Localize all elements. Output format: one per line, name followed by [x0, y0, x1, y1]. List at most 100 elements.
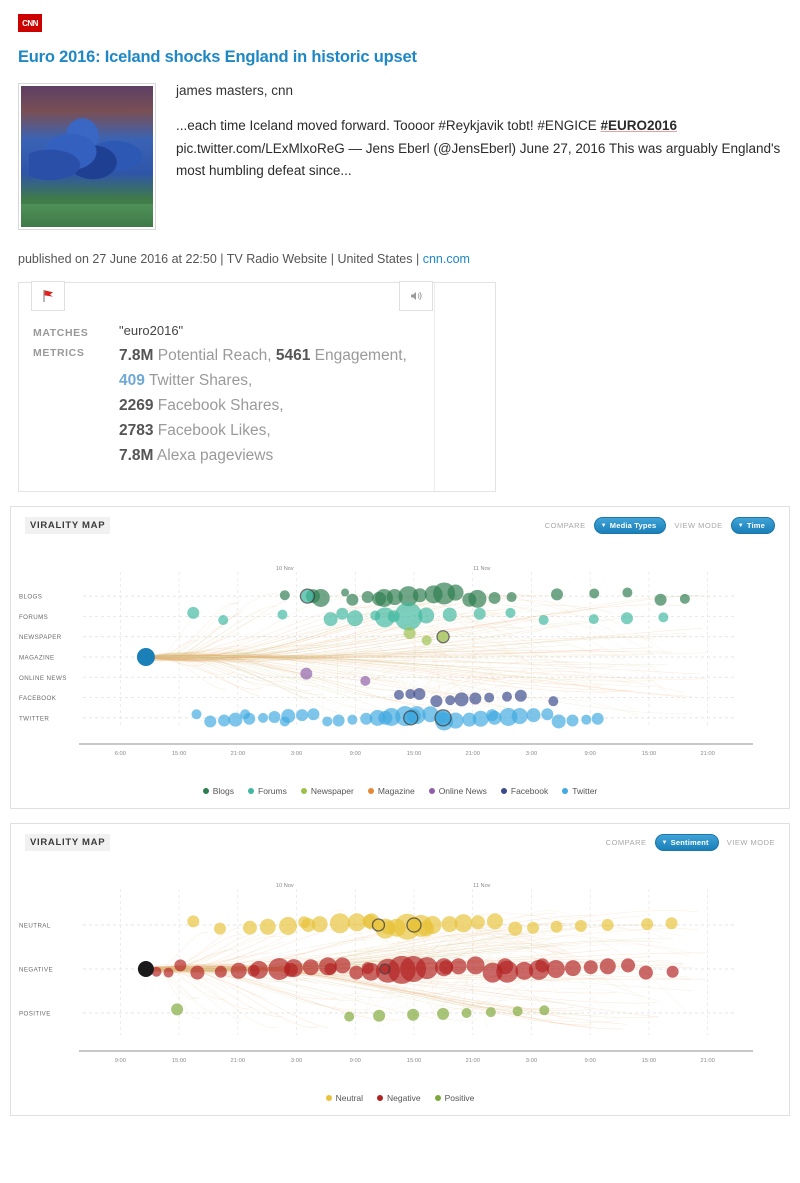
data-point[interactable]	[526, 708, 541, 723]
data-point[interactable]	[506, 592, 517, 603]
data-point[interactable]	[484, 692, 495, 703]
legend-item[interactable]: Positive	[434, 1093, 474, 1103]
data-point[interactable]	[658, 612, 669, 623]
data-point[interactable]	[405, 688, 416, 699]
data-point[interactable]	[588, 614, 599, 625]
virality-plot-sentiment[interactable]: NEUTRAL NEGATIVE POSITIVE 10 Nov 11 Nov 9:00 1…	[11, 857, 789, 1087]
data-point[interactable]	[485, 1007, 496, 1018]
data-point[interactable]	[468, 589, 487, 608]
data-point[interactable]	[190, 965, 205, 980]
data-point-selected[interactable]	[406, 917, 422, 933]
data-point[interactable]	[336, 607, 349, 620]
data-point[interactable]	[450, 958, 467, 975]
compare-dropdown-sentiment[interactable]: ▼ Sentiment	[654, 834, 719, 851]
data-point[interactable]	[311, 916, 328, 933]
data-point[interactable]	[393, 689, 404, 700]
data-point[interactable]	[599, 958, 616, 975]
page-title[interactable]: Euro 2016: Iceland shocks England in his…	[18, 48, 417, 66]
data-point[interactable]	[473, 607, 486, 620]
data-point[interactable]	[277, 609, 288, 620]
data-point[interactable]	[151, 966, 162, 977]
data-point[interactable]	[535, 958, 550, 973]
data-point[interactable]	[174, 959, 187, 972]
data-point[interactable]	[418, 920, 435, 937]
legend-item[interactable]: Twitter	[562, 786, 597, 796]
data-point[interactable]	[601, 919, 614, 931]
data-point[interactable]	[514, 689, 527, 702]
data-point[interactable]	[551, 588, 563, 601]
data-point[interactable]	[360, 712, 373, 725]
data-point[interactable]	[344, 1011, 355, 1022]
flag-button[interactable]	[31, 281, 65, 311]
data-point-selected[interactable]	[371, 918, 386, 932]
data-point[interactable]	[551, 714, 566, 729]
data-point[interactable]	[341, 588, 350, 597]
data-point[interactable]	[259, 918, 276, 935]
data-point[interactable]	[581, 714, 592, 725]
data-point[interactable]	[213, 922, 226, 935]
data-point[interactable]	[240, 709, 251, 720]
data-point[interactable]	[329, 913, 350, 934]
data-point[interactable]	[361, 591, 374, 604]
data-point[interactable]	[550, 920, 563, 933]
data-point[interactable]	[415, 957, 438, 980]
data-point[interactable]	[214, 965, 227, 978]
data-point-selected[interactable]	[403, 710, 419, 726]
data-point[interactable]	[466, 956, 485, 975]
data-point[interactable]	[268, 958, 291, 980]
data-point[interactable]	[370, 610, 381, 621]
data-point[interactable]	[298, 916, 311, 929]
data-point[interactable]	[622, 587, 633, 598]
data-point[interactable]	[413, 687, 426, 700]
data-point[interactable]	[228, 712, 243, 727]
data-point[interactable]	[502, 691, 513, 702]
data-point[interactable]	[347, 913, 366, 932]
data-point[interactable]	[421, 635, 432, 646]
data-point-selected[interactable]	[299, 588, 316, 604]
data-point[interactable]	[279, 916, 298, 935]
data-point[interactable]	[187, 606, 200, 619]
data-point[interactable]	[347, 714, 358, 725]
data-point[interactable]	[462, 712, 477, 727]
data-point[interactable]	[242, 920, 257, 935]
data-point[interactable]	[346, 610, 363, 627]
data-point[interactable]	[258, 712, 269, 723]
data-point[interactable]	[283, 962, 298, 977]
data-point[interactable]	[512, 1006, 523, 1017]
data-point[interactable]	[296, 709, 309, 722]
data-point[interactable]	[322, 716, 333, 727]
data-point[interactable]	[497, 958, 514, 975]
data-point[interactable]	[638, 965, 653, 980]
legend-item[interactable]: Magazine	[367, 786, 415, 796]
data-point[interactable]	[621, 958, 636, 973]
data-point[interactable]	[505, 607, 516, 618]
data-point[interactable]	[361, 962, 374, 975]
data-point[interactable]	[307, 708, 320, 721]
data-point[interactable]	[445, 695, 456, 706]
legend-item[interactable]: Facebook	[500, 786, 548, 796]
data-point[interactable]	[378, 710, 393, 725]
data-point[interactable]	[268, 710, 281, 723]
data-point[interactable]	[620, 612, 633, 625]
data-point[interactable]	[218, 615, 229, 626]
virality-plot-media[interactable]: BLOGS FORUMS NEWSPAPER MAGAZINE ONLINE NEWS F…	[11, 540, 789, 780]
sound-button[interactable]	[399, 281, 433, 311]
data-point[interactable]	[311, 588, 330, 607]
data-point[interactable]	[454, 914, 473, 933]
data-point[interactable]	[508, 921, 523, 936]
data-point[interactable]	[666, 965, 679, 978]
data-point[interactable]	[470, 915, 485, 930]
data-point[interactable]	[541, 708, 554, 721]
legend-item[interactable]: Neutral	[325, 1093, 363, 1103]
legend-item[interactable]: Online News	[428, 786, 487, 796]
data-point[interactable]	[654, 593, 667, 606]
data-point[interactable]	[302, 959, 319, 976]
source-link[interactable]: cnn.com	[422, 252, 470, 266]
data-point[interactable]	[447, 584, 464, 601]
data-point[interactable]	[469, 692, 482, 705]
data-point[interactable]	[300, 667, 313, 680]
data-point[interactable]	[279, 716, 290, 727]
data-point[interactable]	[566, 714, 579, 727]
data-point[interactable]	[346, 593, 359, 606]
data-point[interactable]	[422, 706, 439, 723]
